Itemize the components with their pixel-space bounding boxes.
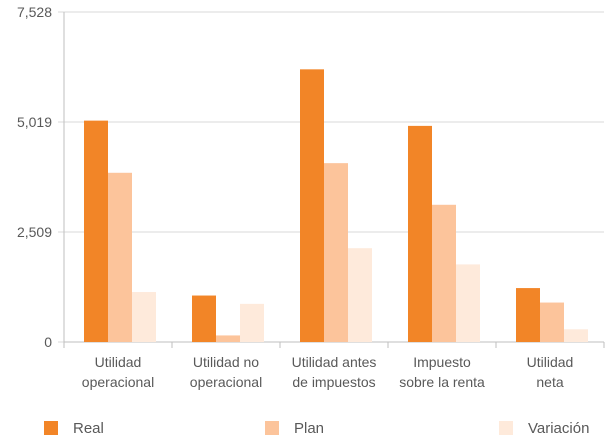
legend-label: Real xyxy=(73,420,104,437)
x-category-label: Utilidad operacional xyxy=(82,354,154,390)
y-tick-label: 7,528 xyxy=(17,4,52,20)
bar-variacin xyxy=(348,248,372,342)
x-category-label: Utilidad no operacional xyxy=(190,354,262,390)
x-category-label: Utilidad neta xyxy=(527,354,574,390)
x-category-label: Utilidad antes de impuestos xyxy=(292,354,377,390)
bar-plan xyxy=(540,302,564,342)
legend: Real Plan Variación xyxy=(44,420,589,437)
bar-real xyxy=(408,125,432,342)
bar-plan xyxy=(108,172,132,342)
legend-swatch xyxy=(499,421,513,435)
bar-variacin xyxy=(564,329,588,342)
bar-plan xyxy=(216,335,240,342)
y-tick-labels: 0 2,509 5,019 7,528 xyxy=(17,4,52,350)
y-tick-label: 2,509 xyxy=(17,224,52,240)
bars xyxy=(84,69,588,342)
bar-real xyxy=(300,69,324,342)
bar-real xyxy=(192,295,216,342)
bar-plan xyxy=(432,204,456,342)
bar-variacin xyxy=(456,264,480,342)
y-tick-label: 5,019 xyxy=(17,114,52,130)
legend-label: Variación xyxy=(528,420,589,437)
x-category-labels: Utilidad operacional Utilidad no operaciona… xyxy=(82,354,574,390)
bar-variacin xyxy=(132,292,156,342)
bar-real xyxy=(516,288,540,342)
y-tick-label: 0 xyxy=(44,334,52,350)
bar-variacin xyxy=(240,303,264,342)
legend-swatch xyxy=(265,421,279,435)
legend-swatch xyxy=(44,421,58,435)
legend-label: Plan xyxy=(294,420,324,437)
bar-real xyxy=(84,120,108,342)
bar-plan xyxy=(324,163,348,342)
x-category-label: Impuesto sobre la renta xyxy=(399,354,485,390)
